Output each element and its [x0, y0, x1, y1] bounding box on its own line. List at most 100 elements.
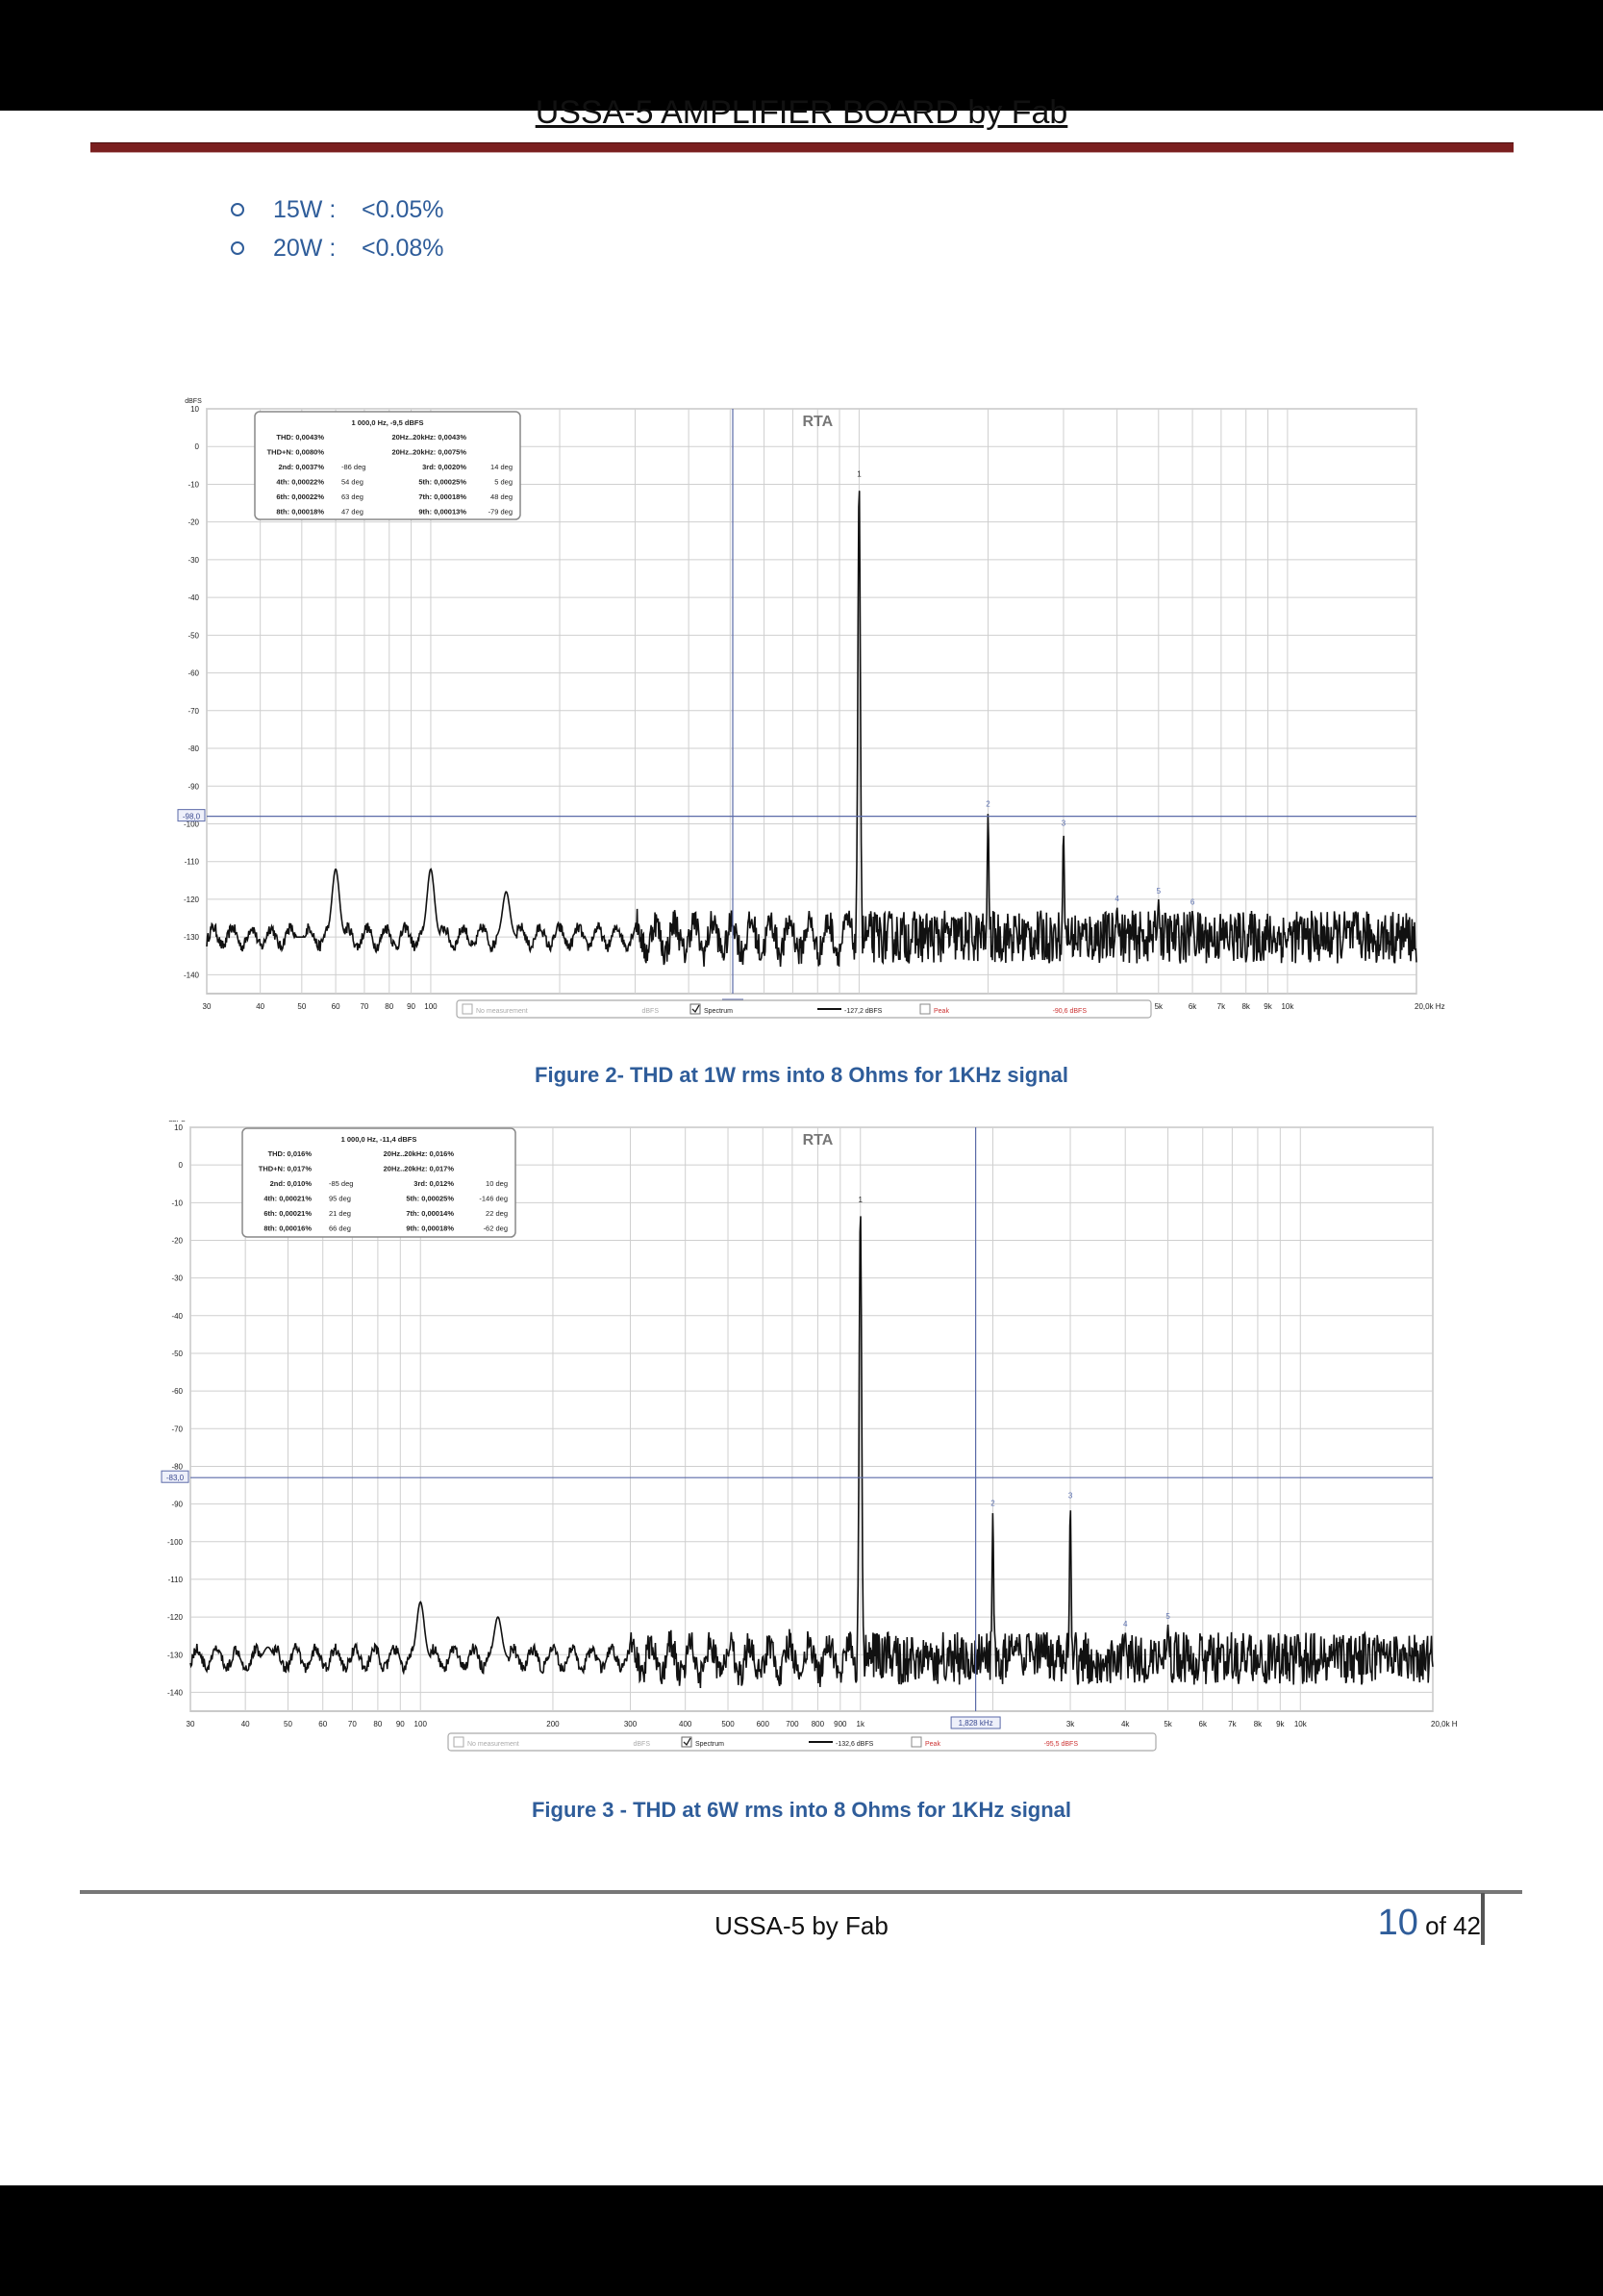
page-number-total: of 42 [1425, 1911, 1481, 1940]
bullet-item: 20W : <0.08% [231, 229, 444, 267]
x-tick-label: 20,0k Hz [1431, 1720, 1458, 1728]
harmonic-label: 5 [1165, 1612, 1170, 1621]
page-number-bar [1481, 1893, 1485, 1945]
thd-info-box [254, 411, 521, 520]
bullet-value: <0.05% [362, 195, 444, 223]
x-tick-label: 9k [1264, 1002, 1272, 1011]
x-tick-label: 7k [1217, 1002, 1226, 1011]
legend-spectrum: Spectrum [695, 1741, 724, 1748]
x-tick-label: 80 [385, 1002, 393, 1011]
thd-info-value: 6th: 0,00021% [263, 1209, 312, 1218]
harmonic-label: 3 [1068, 1492, 1073, 1501]
y-tick-label: -100 [167, 1538, 184, 1547]
chart-svg: 100-10-20-30-40-50-60-70-80-90-100-110-1… [161, 1121, 1458, 1752]
y-tick-label: -30 [171, 1274, 183, 1283]
cursor-freq-label: 1,828 kHz [959, 1719, 993, 1728]
rta-chart-1: 10 0 -10 -20 -30 -40 -50 -60 -70 -80 -90 -100 -110 -1… [163, 394, 1452, 1029]
no-measurement-checkbox [453, 1736, 464, 1748]
x-tick-label: 4k [1121, 1720, 1130, 1728]
x-tick-label: 10k [1281, 1002, 1294, 1011]
x-tick-label: 8k [1241, 1002, 1250, 1011]
legend-peak-value: -90,6 dBFS [1053, 1008, 1088, 1015]
bullet-list: 15W : <0.05% 20W : <0.08% [231, 190, 444, 267]
legend-dbfs: dBFS [641, 1008, 659, 1015]
thd-info-value: 5th: 0,00025% [406, 1195, 454, 1203]
y-tick-label: -50 [171, 1350, 183, 1358]
y-tick-label: -60 [171, 1387, 183, 1396]
x-tick-label: 40 [256, 1002, 264, 1011]
thd-info-value: 2nd: 0,0037% [278, 463, 324, 471]
thd-info-phase: -62 deg [484, 1224, 508, 1233]
thd-info-value: 5th: 0,00025% [418, 478, 466, 487]
x-tick-label: 70 [348, 1720, 357, 1728]
harmonic-label: 1 [857, 469, 862, 478]
bullet-label: 15W : [273, 195, 337, 223]
x-tick-label: 200 [546, 1720, 560, 1728]
thd-info-value: 3rd: 0,012% [413, 1179, 454, 1188]
x-tick-label: 300 [624, 1720, 638, 1728]
y-tick-label: -130 [167, 1651, 184, 1659]
legend-no-measurement: No measurement [476, 1008, 528, 1015]
x-tick-label: 6k [1199, 1720, 1208, 1728]
thd-info-phase: -85 deg [329, 1179, 353, 1188]
x-tick-label: 40 [241, 1720, 250, 1728]
thd-info-value: 4th: 0,00022% [276, 478, 324, 487]
rta-chart-2: 10 0 -10 -20 -30 -40 -50 -60 -70 -80 -90 -100 -110 -1… [160, 1121, 1458, 1775]
bullet-value: <0.08% [362, 234, 444, 262]
y-tick-label: -120 [167, 1613, 184, 1622]
cursor-level-label: -83,0 [166, 1474, 185, 1482]
harmonic-label: 2 [986, 800, 990, 809]
legend-peak: Peak [925, 1741, 940, 1748]
thd-info-value: 9th: 0,00013% [418, 508, 466, 517]
thd-info-value: 20Hz..20kHz: 0,017% [384, 1165, 455, 1173]
legend-peak-value: -95,5 dBFS [1044, 1741, 1079, 1748]
y-axis-label: dBFS [185, 398, 202, 405]
y-tick-label: 10 [174, 1123, 183, 1132]
legend-spectrum: Spectrum [704, 1008, 733, 1015]
thd-info-phase: 95 deg [329, 1195, 351, 1203]
y-tick-label: -140 [167, 1688, 184, 1697]
y-tick-label: -100 [184, 820, 200, 828]
legend-spectrum-value: -127,2 dBFS [844, 1008, 883, 1015]
cursor-level-label: -98,0 [183, 813, 201, 821]
legend-dbfs: dBFS [633, 1741, 650, 1748]
y-tick-label: -110 [168, 1576, 184, 1584]
y-tick-label: 0 [195, 442, 200, 451]
y-tick-label: -50 [188, 631, 199, 640]
y-tick-label: -40 [171, 1312, 183, 1321]
thd-info-value: THD+N: 0,017% [259, 1165, 313, 1173]
cursor-freq-box [950, 1716, 1001, 1729]
thd-info-value: 4th: 0,00021% [263, 1195, 312, 1203]
x-tick-label: 3k [1066, 1720, 1075, 1728]
x-tick-label: 6k [1189, 1002, 1197, 1011]
thd-info-value: 20Hz..20kHz: 0,0075% [391, 448, 466, 457]
harmonic-label: 3 [1062, 819, 1066, 827]
x-tick-label: 70 [360, 1002, 368, 1011]
thd-info-phase: -146 deg [479, 1195, 508, 1203]
checkmark-icon [683, 1737, 691, 1747]
y-tick-label: -30 [188, 556, 199, 565]
y-tick-label: -140 [184, 971, 200, 979]
y-tick-label: -110 [185, 858, 200, 867]
thd-info-value: 20Hz..20kHz: 0,0043% [391, 433, 466, 442]
thd-info-phase: 54 deg [341, 478, 363, 487]
thd-info-phase: -86 deg [341, 463, 365, 471]
x-tick-label: 500 [721, 1720, 735, 1728]
x-tick-label: 5k [1164, 1720, 1172, 1728]
y-tick-label: -70 [171, 1425, 183, 1433]
legend-spectrum-value: -132,6 dBFS [836, 1741, 874, 1748]
thd-info-phase: 10 deg [486, 1179, 508, 1188]
y-tick-label: -10 [171, 1198, 183, 1207]
figure-caption: Figure 2- THD at 1W rms into 8 Ohms for … [535, 1063, 1068, 1087]
x-tick-label: 60 [318, 1720, 327, 1728]
thd-info-phase: 48 deg [490, 492, 513, 501]
thd-info-heading: 1 000,0 Hz, -11,4 dBFS [341, 1135, 417, 1144]
thd-info-phase: 66 deg [329, 1224, 351, 1233]
legend-peak: Peak [934, 1008, 949, 1015]
chart-title: RTA [803, 1132, 834, 1148]
peak-checkbox [911, 1736, 922, 1748]
thd-info-phase: 63 deg [341, 492, 363, 501]
footer-text: USSA-5 by Fab [714, 1911, 889, 1940]
y-tick-label: -70 [188, 707, 199, 716]
x-tick-label: 1k [857, 1720, 865, 1728]
